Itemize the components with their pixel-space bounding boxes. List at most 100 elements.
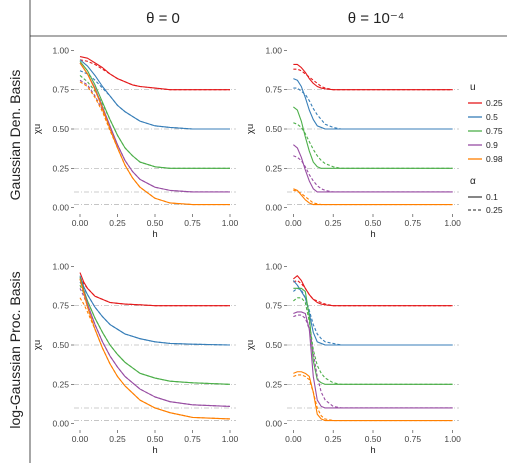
- series-line-5: [293, 106, 453, 169]
- legend-alpha-items: 0.1 0.25: [468, 192, 503, 215]
- series-line-9: [79, 62, 230, 206]
- series-line-4: [293, 87, 453, 130]
- legend-u-title: u: [470, 82, 476, 93]
- legend-u-label-1: 0.25: [486, 98, 503, 108]
- y-tick-label: 0.25: [52, 379, 69, 389]
- series-line-1: [79, 272, 230, 307]
- legend-u-items: 0.25 0.5 0.75 0.9 0.98: [468, 98, 503, 164]
- x-tick-label: 0.50: [147, 434, 164, 444]
- legend-alpha-label-1: 0.1: [486, 192, 498, 202]
- series-line-1: [79, 56, 230, 91]
- column-header-theta-0: θ = 0: [146, 10, 180, 27]
- series-line-9: [293, 371, 453, 422]
- series-line-5: [79, 60, 230, 169]
- series-line-10: [79, 81, 230, 206]
- x-tick-label: 1.00: [444, 218, 461, 228]
- series-line-6: [79, 284, 231, 385]
- y-tick-label: 0.75: [52, 301, 69, 311]
- legend-u-label-2: 0.5: [486, 112, 498, 122]
- y-tick-label: 1.00: [52, 45, 69, 55]
- series-line-7: [293, 311, 453, 409]
- row-header-log-gaussian-proc-basis: log-Gaussian Proc. Basis: [7, 271, 23, 428]
- series-line-3: [293, 78, 453, 130]
- y-tick-label: 0.75: [52, 85, 69, 95]
- panel-2: 0.00 0.25 0.50 0.75 1.00 0.00 0.25 0.50 0.75 1.00…: [245, 45, 461, 240]
- x-tick-label: 0.75: [184, 218, 201, 228]
- legend: u 0.25 0.5 0.75 0.9 0.98 α 0.1 0.25: [468, 82, 503, 215]
- y-tick-label: 0.50: [52, 124, 69, 134]
- series-line-7: [79, 62, 230, 193]
- series-line-3: [79, 59, 230, 130]
- series-line-2: [293, 279, 453, 307]
- y-tick-label: 0.75: [265, 85, 282, 95]
- y-axis-title: χu: [245, 124, 256, 134]
- series-line-8: [79, 288, 231, 407]
- series-line-2: [79, 59, 230, 91]
- x-tick-label: 0.50: [365, 434, 382, 444]
- legend-alpha-title: α: [470, 176, 476, 187]
- x-tick-label: 0.50: [365, 218, 382, 228]
- panel-3: 0.00 0.25 0.50 0.75 1.00 0.00 0.25 0.50 0.75 1.00…: [32, 261, 239, 456]
- x-tick-label: 0.00: [285, 434, 302, 444]
- panels-group: 0.00 0.25 0.50 0.75 1.00 0.00 0.25 0.50 0.75 1.00…: [32, 45, 461, 456]
- y-tick-label: 0.25: [265, 163, 282, 173]
- x-tick-label: 0.75: [184, 434, 201, 444]
- series-line-8: [79, 79, 230, 193]
- series-line-10: [79, 297, 231, 420]
- x-tick-label: 1.00: [222, 434, 239, 444]
- y-tick-label: 0.75: [265, 301, 282, 311]
- legend-u-label-4: 0.9: [486, 140, 498, 150]
- x-axis-title: h: [370, 229, 375, 240]
- y-tick-label: 0.25: [52, 163, 69, 173]
- x-tick-label: 0.75: [405, 434, 422, 444]
- series-line-8: [293, 314, 453, 409]
- x-axis-title: h: [152, 229, 157, 240]
- legend-u-label-5: 0.98: [486, 154, 503, 164]
- series-line-6: [79, 75, 230, 169]
- y-axis-title: χu: [245, 340, 256, 350]
- series-line-1: [293, 63, 453, 91]
- x-axis-title: h: [370, 445, 375, 456]
- series-line-5: [293, 287, 453, 385]
- series-line-3: [292, 280, 453, 346]
- series-line-10: [293, 189, 453, 206]
- x-tick-label: 0.25: [325, 434, 342, 444]
- column-header-theta-1e-4: θ = 10⁻⁴: [348, 10, 404, 27]
- legend-alpha-label-2: 0.25: [486, 205, 503, 215]
- x-tick-label: 0.00: [285, 218, 302, 228]
- y-axis-title: χu: [32, 124, 43, 134]
- x-tick-label: 0.25: [109, 218, 126, 228]
- series-line-6: [293, 122, 453, 169]
- series-line-2: [293, 68, 453, 91]
- x-tick-label: 0.25: [109, 434, 126, 444]
- series-line-5: [79, 277, 231, 385]
- y-tick-label: 1.00: [265, 261, 282, 271]
- series-line-4: [79, 70, 230, 130]
- y-tick-label: 1.00: [265, 45, 282, 55]
- x-tick-label: 0.75: [405, 218, 422, 228]
- y-tick-label: 0.00: [52, 419, 69, 429]
- panel-1: 0.00 0.25 0.50 0.75 1.00 0.00 0.25 0.50 0.75 1.00…: [32, 45, 239, 240]
- y-tick-label: 0.00: [265, 203, 282, 213]
- series-line-6: [293, 297, 453, 385]
- y-tick-label: 0.50: [265, 124, 282, 134]
- series-line-4: [293, 287, 453, 346]
- series-line-1: [293, 275, 453, 307]
- series-line-3: [79, 275, 231, 346]
- series-line-9: [293, 188, 453, 206]
- x-tick-label: 0.00: [72, 434, 89, 444]
- y-tick-label: 0.00: [52, 203, 69, 213]
- series-line-8: [293, 155, 453, 193]
- row-header-gaussian-den-basis: Gaussian Den. Basis: [7, 70, 23, 201]
- x-tick-label: 0.00: [72, 218, 89, 228]
- y-tick-label: 0.50: [52, 340, 69, 350]
- y-tick-label: 1.00: [52, 261, 69, 271]
- x-tick-label: 0.50: [147, 218, 164, 228]
- y-tick-label: 0.00: [265, 419, 282, 429]
- series-line-4: [79, 281, 231, 346]
- panel-4: 0.00 0.25 0.50 0.75 1.00 0.00 0.25 0.50 0.75 1.00…: [245, 261, 461, 456]
- x-tick-label: 1.00: [444, 434, 461, 444]
- series-line-2: [79, 277, 230, 307]
- legend-u-label-3: 0.75: [486, 126, 503, 136]
